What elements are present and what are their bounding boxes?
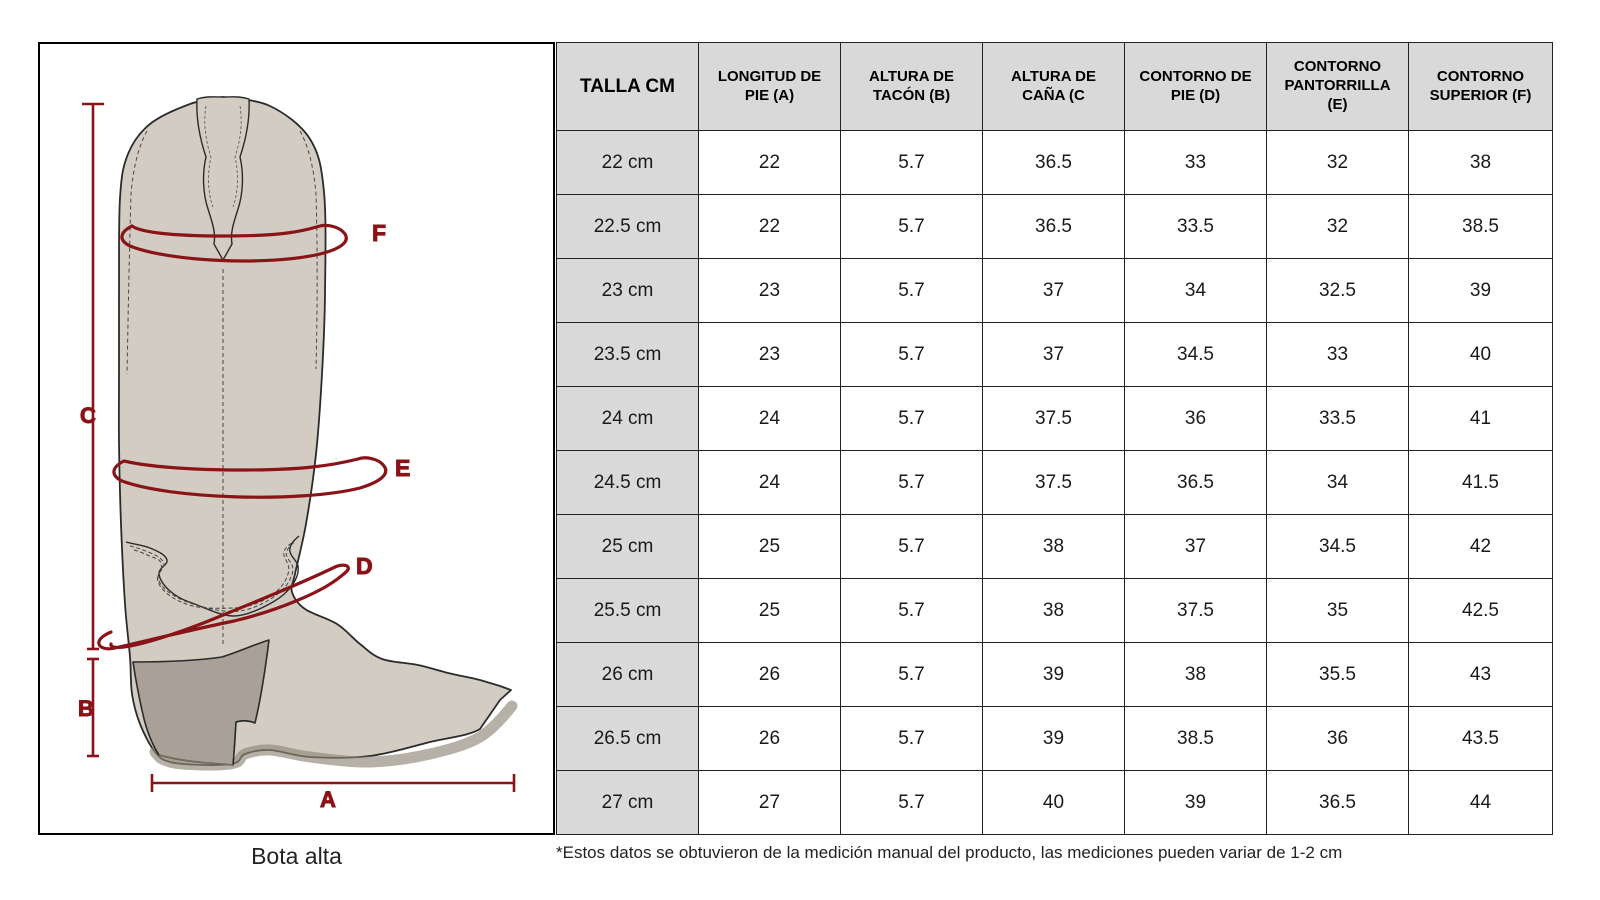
svg-text:B: B [78, 696, 94, 721]
svg-text:C: C [80, 403, 96, 428]
svg-text:A: A [320, 787, 336, 812]
svg-text:D: D [356, 553, 373, 579]
svg-text:E: E [395, 455, 410, 481]
svg-text:F: F [372, 220, 386, 246]
